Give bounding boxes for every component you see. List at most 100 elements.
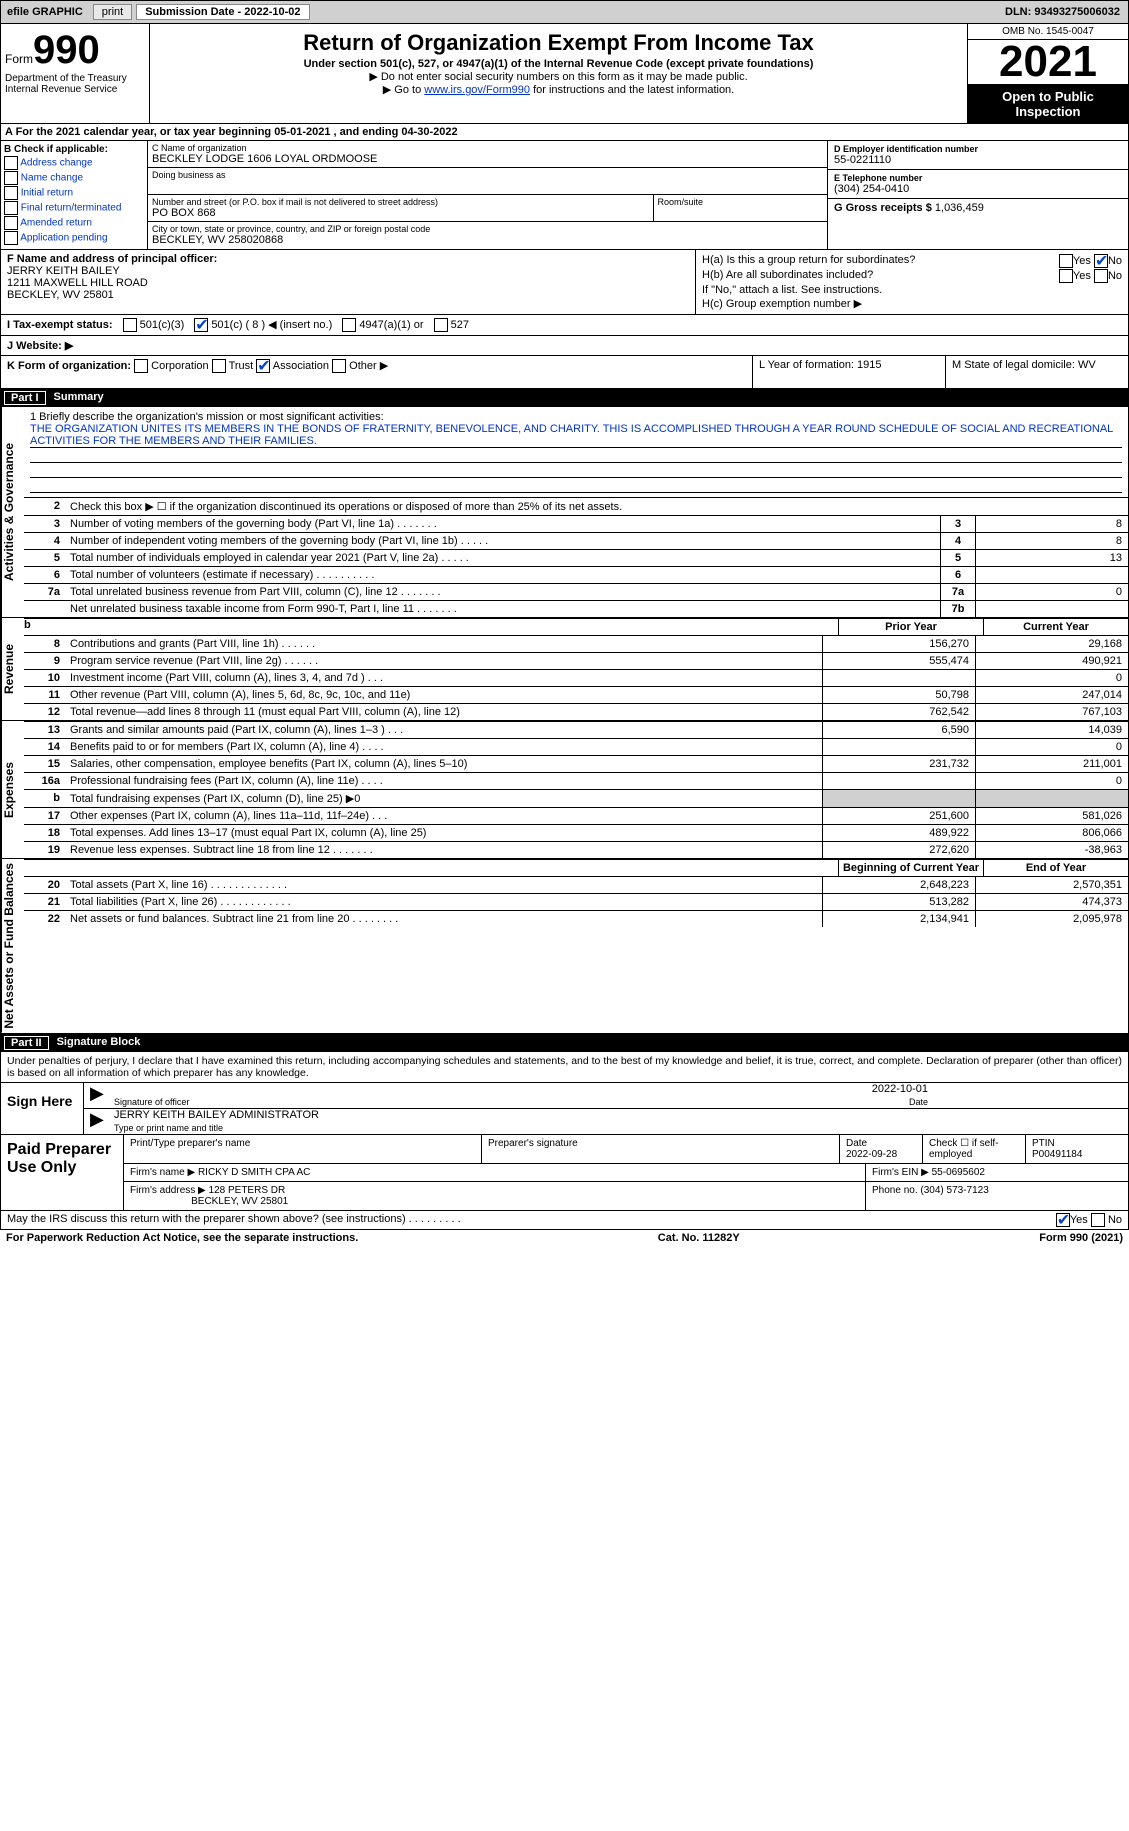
street-label: Number and street (or P.O. box if mail i… — [152, 197, 649, 207]
submission-date: Submission Date - 2022-10-02 — [136, 4, 309, 20]
cb-address-change[interactable]: Address change — [4, 156, 144, 170]
phone-value: (304) 254-0410 — [834, 183, 1122, 195]
ha-label: H(a) Is this a group return for subordin… — [702, 254, 915, 268]
cb-app-pending[interactable]: Application pending — [4, 231, 144, 245]
cb-501c3[interactable] — [123, 318, 137, 332]
hc-label: H(c) Group exemption number ▶ — [702, 297, 862, 310]
cb-527[interactable] — [434, 318, 448, 332]
tax-year: 2021 — [968, 40, 1128, 85]
dln-label: DLN: 93493275006032 — [1005, 6, 1128, 18]
prep-selfemp: Check ☐ if self-employed — [923, 1135, 1026, 1163]
hdr-current: Current Year — [983, 619, 1128, 635]
subtitle-2: ▶ Do not enter social security numbers o… — [154, 70, 963, 83]
sig-name-line: JERRY KEITH BAILEY ADMINISTRATOR Type or… — [84, 1109, 1128, 1134]
table-row: b Total fundraising expenses (Part IX, c… — [24, 789, 1128, 807]
paid-prep-label: Paid Preparer Use Only — [1, 1135, 124, 1210]
table-row: 16a Professional fundraising fees (Part … — [24, 772, 1128, 789]
form-number: 990 — [33, 28, 100, 72]
table-row: 11 Other revenue (Part VIII, column (A),… — [24, 686, 1128, 703]
org-name-label: C Name of organization — [152, 143, 823, 153]
print-button[interactable]: print — [93, 4, 132, 20]
ein-label: D Employer identification number — [834, 144, 1122, 154]
row-f-h: F Name and address of principal officer:… — [0, 250, 1129, 315]
cb-trust[interactable] — [212, 359, 226, 373]
ein-value: 55-0221110 — [834, 154, 1122, 166]
sig-officer-line: Signature of officer 2022-10-01 Date — [84, 1083, 1128, 1109]
cb-final-return[interactable]: Final return/terminated — [4, 201, 144, 215]
hb-no[interactable] — [1094, 269, 1108, 283]
row-i: I Tax-exempt status: 501(c)(3) 501(c) ( … — [0, 315, 1129, 336]
line2: Check this box ▶ ☐ if the organization d… — [68, 498, 1128, 515]
discuss-no[interactable] — [1091, 1213, 1105, 1227]
hb-note: If "No," attach a list. See instructions… — [702, 284, 882, 296]
city-label: City or town, state or province, country… — [152, 224, 823, 234]
table-row: 18 Total expenses. Add lines 13–17 (must… — [24, 824, 1128, 841]
discuss-row: May the IRS discuss this return with the… — [0, 1211, 1129, 1230]
penalties-text: Under penalties of perjury, I declare th… — [0, 1052, 1129, 1083]
top-bar: efile GRAPHIC print Submission Date - 20… — [0, 0, 1129, 24]
irs-link[interactable]: www.irs.gov/Form990 — [424, 84, 530, 96]
cb-amended[interactable]: Amended return — [4, 216, 144, 230]
activities-section: Activities & Governance 1 Briefly descri… — [0, 407, 1129, 618]
expenses-section: Expenses 13 Grants and similar amounts p… — [0, 721, 1129, 859]
subtitle-1: Under section 501(c), 527, or 4947(a)(1)… — [154, 58, 963, 70]
cb-other[interactable] — [332, 359, 346, 373]
org-name: BECKLEY LODGE 1606 LOYAL ORDMOOSE — [152, 153, 823, 165]
sign-here-block: Sign Here Signature of officer 2022-10-0… — [0, 1083, 1129, 1135]
year-formation: L Year of formation: 1915 — [753, 356, 946, 388]
part1-bar: Part I Summary — [0, 389, 1129, 407]
prep-sig-hdr: Preparer's signature — [482, 1135, 840, 1163]
efile-label: efile GRAPHIC — [1, 6, 89, 18]
hdr-prior: Prior Year — [838, 619, 983, 635]
row-klm: K Form of organization: Corporation Trus… — [0, 356, 1129, 389]
officer-name: JERRY KEITH BAILEY — [7, 265, 120, 277]
cb-501c[interactable] — [194, 318, 208, 332]
cb-initial-return[interactable]: Initial return — [4, 186, 144, 200]
vlabel-exp: Expenses — [1, 721, 24, 858]
part2-bar: Part II Signature Block — [0, 1034, 1129, 1052]
row-j: J Website: ▶ — [0, 336, 1129, 356]
table-row: Net unrelated business taxable income fr… — [24, 600, 1128, 617]
subtitle-3: ▶ Go to www.irs.gov/Form990 for instruct… — [154, 83, 963, 96]
row-a: A For the 2021 calendar year, or tax yea… — [0, 124, 1129, 141]
cb-corp[interactable] — [134, 359, 148, 373]
table-row: 3 Number of voting members of the govern… — [24, 515, 1128, 532]
cb-name-change[interactable]: Name change — [4, 171, 144, 185]
cb-assoc[interactable] — [256, 359, 270, 373]
cb-4947[interactable] — [342, 318, 356, 332]
table-row: 19 Revenue less expenses. Subtract line … — [24, 841, 1128, 858]
hb-yes[interactable] — [1059, 269, 1073, 283]
table-row: 20 Total assets (Part X, line 16) . . . … — [24, 876, 1128, 893]
officer-addr1: 1211 MAXWELL HILL ROAD — [7, 277, 148, 289]
room-label: Room/suite — [658, 197, 824, 207]
table-row: 14 Benefits paid to or for members (Part… — [24, 738, 1128, 755]
table-row: 4 Number of independent voting members o… — [24, 532, 1128, 549]
city-value: BECKLEY, WV 258020868 — [152, 234, 823, 246]
sign-here-label: Sign Here — [1, 1083, 84, 1134]
table-row: 5 Total number of individuals employed i… — [24, 549, 1128, 566]
dept-label: Department of the Treasury Internal Reve… — [5, 73, 145, 95]
ha-yes[interactable] — [1059, 254, 1073, 268]
netassets-section: Net Assets or Fund Balances Beginning of… — [0, 859, 1129, 1034]
discuss-yes[interactable] — [1056, 1213, 1070, 1227]
ha-no[interactable] — [1094, 254, 1108, 268]
phone-label: E Telephone number — [834, 173, 1122, 183]
footer-last: For Paperwork Reduction Act Notice, see … — [0, 1230, 1129, 1246]
hb-label: H(b) Are all subordinates included? — [702, 269, 873, 283]
state-domicile: M State of legal domicile: WV — [946, 356, 1128, 388]
vlabel-rev: Revenue — [1, 618, 24, 720]
vlabel-na: Net Assets or Fund Balances — [1, 859, 24, 1033]
hdr-end: End of Year — [983, 860, 1128, 876]
dba-label: Doing business as — [152, 170, 823, 180]
table-row: 12 Total revenue—add lines 8 through 11 … — [24, 703, 1128, 720]
form-title: Return of Organization Exempt From Incom… — [154, 30, 963, 56]
hdr-begin: Beginning of Current Year — [838, 860, 983, 876]
form-prefix: Form — [5, 52, 33, 66]
paid-preparer-block: Paid Preparer Use Only Print/Type prepar… — [0, 1135, 1129, 1211]
officer-label: F Name and address of principal officer: — [7, 253, 217, 265]
table-row: 10 Investment income (Part VIII, column … — [24, 669, 1128, 686]
table-row: 21 Total liabilities (Part X, line 26) .… — [24, 893, 1128, 910]
dba-value — [152, 180, 823, 192]
table-row: 22 Net assets or fund balances. Subtract… — [24, 910, 1128, 927]
open-public-badge: Open to Public Inspection — [968, 85, 1128, 123]
